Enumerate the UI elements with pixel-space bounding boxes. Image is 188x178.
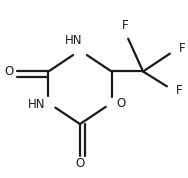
Text: O: O (117, 96, 126, 109)
Text: O: O (75, 158, 85, 171)
Text: O: O (4, 65, 14, 78)
Text: F: F (122, 19, 129, 32)
Text: F: F (179, 42, 186, 55)
Text: HN: HN (28, 98, 46, 111)
Text: F: F (176, 84, 182, 97)
Text: HN: HN (65, 34, 83, 47)
